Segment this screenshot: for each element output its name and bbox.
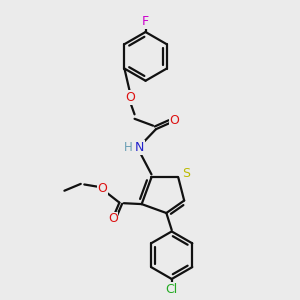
Text: O: O [108, 212, 118, 226]
Text: N: N [135, 141, 144, 154]
Text: O: O [97, 182, 107, 195]
Text: Cl: Cl [166, 283, 178, 296]
Text: O: O [125, 91, 135, 104]
Text: S: S [182, 167, 190, 180]
Text: O: O [169, 114, 179, 128]
Text: H: H [124, 141, 133, 154]
Text: F: F [142, 15, 149, 28]
